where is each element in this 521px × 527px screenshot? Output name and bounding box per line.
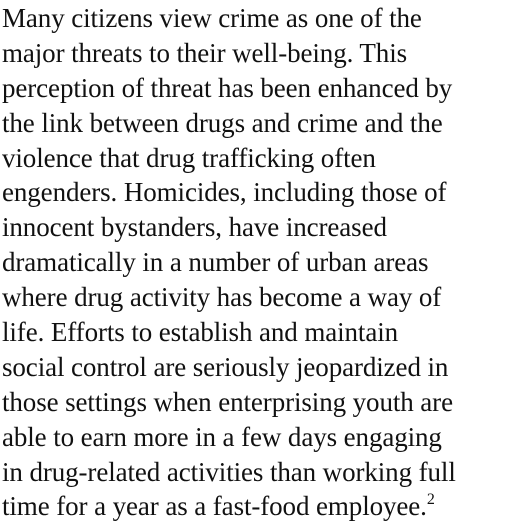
line-text: where drug activity has become a way of [2,282,442,313]
text-line: innocent bystanders, have increased [2,210,521,245]
line-text: social control are seriously jeopardized… [2,351,449,382]
text-line: in drug-related activities than working … [2,455,521,490]
line-text: able to earn more in a few days engaging [2,421,442,452]
line-text: perception of threat has been enhanced b… [2,72,453,103]
text-line: where drug activity has become a way of [2,280,521,315]
text-line: violence that drug trafficking often [2,141,521,176]
text-line: those settings when enterprising youth a… [2,385,521,420]
text-line: Many citizens view crime as one of the [2,1,521,36]
text-line: major threats to their well-being. This [2,36,521,71]
text-line: the link between drugs and crime and the [2,106,521,141]
line-text: time for a year as a fast-food employee. [2,491,427,522]
footnote-marker: 2 [426,491,435,509]
line-text: violence that drug trafficking often [2,142,376,173]
text-line: dramatically in a number of urban areas [2,245,521,280]
line-text: innocent bystanders, have increased [2,212,387,243]
line-text: dramatically in a number of urban areas [2,247,429,278]
line-text: Many citizens view crime as one of the [2,3,422,33]
text-line: able to earn more in a few days engaging [2,420,521,455]
line-text: in drug-related activities than working … [2,456,456,487]
text-line: time for a year as a fast-food employee.… [2,489,521,524]
line-text: the link between drugs and crime and the [2,107,443,138]
text-line: social control are seriously jeopardized… [2,350,521,385]
line-text: major threats to their well-being. This [2,37,408,68]
line-text: those settings when enterprising youth a… [2,386,453,417]
text-line: perception of threat has been enhanced b… [2,71,521,106]
text-line: life. Efforts to establish and maintain [2,315,521,350]
text-line: engenders. Homicides, including those of [2,175,521,210]
line-text: engenders. Homicides, including those of [2,177,447,208]
line-text: life. Efforts to establish and maintain [2,317,399,348]
